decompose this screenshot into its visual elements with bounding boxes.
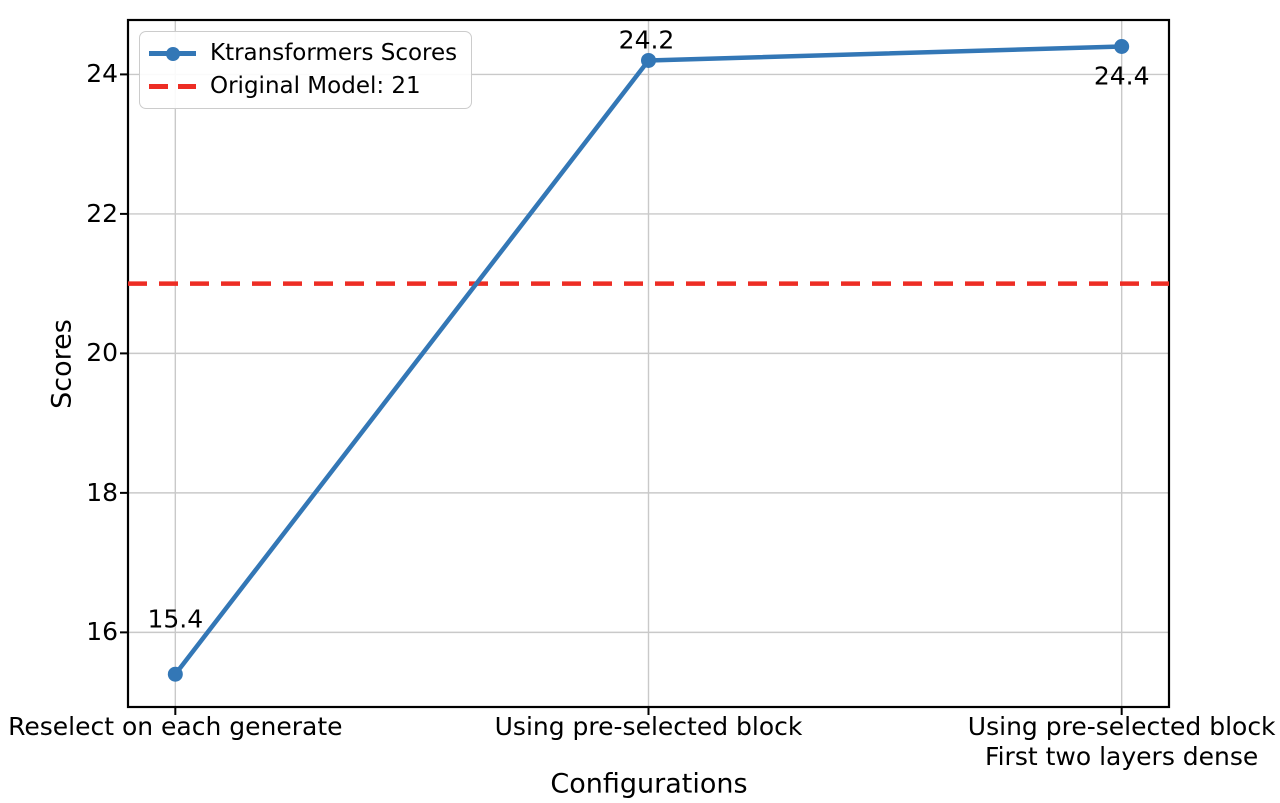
legend-dash [149,84,168,89]
x-tick-line: First two layers dense [985,742,1259,771]
x-axis-label: Configurations [550,768,748,800]
x-tick-line: Reselect on each generate [8,712,343,741]
x-tick-line: Using pre-selected block [967,712,1276,741]
data-label-point-2: 24.2 [618,25,675,55]
legend-line-marker-sample [149,46,196,61]
x-tick-label-reselect: Reselect on each generate [8,712,342,742]
legend-dash [177,84,196,89]
data-label-point-1: 15.4 [147,604,204,634]
y-tick-label-24: 24 [86,59,118,89]
legend-dashed-line-sample [149,84,196,89]
x-tick-line: Using pre-selected block [494,712,803,741]
y-tick-label-16: 16 [86,617,118,647]
x-tick-label-preselected: Using pre-selected block [495,712,803,742]
y-tick-label-20: 20 [86,338,118,368]
x-tick-label-preselected-dense: Using pre-selected block First two layer… [968,712,1276,772]
y-tick-label-22: 22 [86,198,118,228]
legend-row-reference: Original Model: 21 [149,72,457,101]
legend-label-reference: Original Model: 21 [210,73,421,99]
y-tick-label-18: 18 [86,477,118,507]
legend-label-series: Ktransformers Scores [210,40,458,66]
y-axis-label: Scores [46,319,78,409]
legend-marker-dot [165,46,180,61]
legend: Ktransformers Scores Original Model: 21 [139,31,473,109]
data-label-point-3: 24.4 [1093,61,1150,90]
legend-row-series: Ktransformers Scores [149,39,457,68]
